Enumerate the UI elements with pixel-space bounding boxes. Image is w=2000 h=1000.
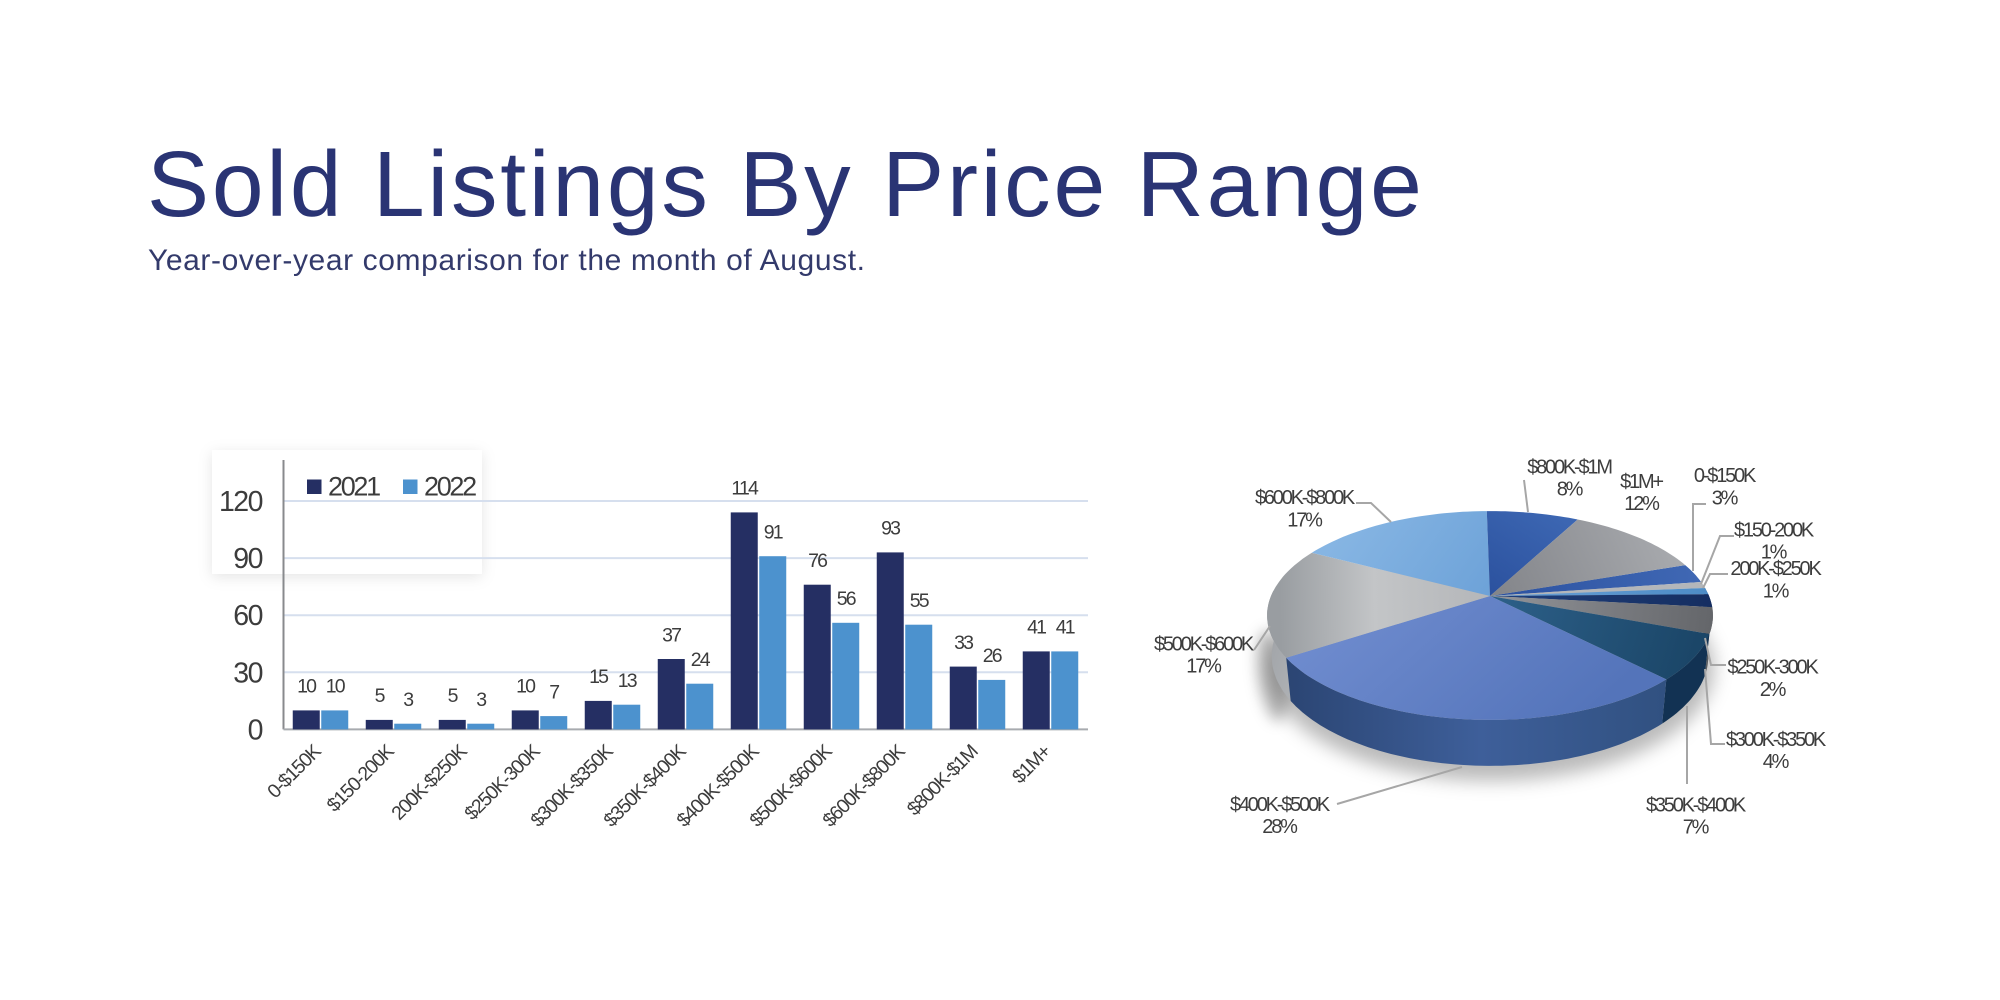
svg-text:30: 30: [233, 657, 262, 689]
svg-text:37: 37: [662, 624, 681, 646]
svg-text:10: 10: [516, 676, 536, 698]
svg-text:10: 10: [297, 676, 317, 698]
svg-text:2021: 2021: [328, 472, 380, 502]
svg-text:3: 3: [476, 689, 486, 711]
svg-text:76: 76: [808, 550, 827, 572]
svg-text:13: 13: [618, 670, 637, 692]
svg-text:$800K-$1M: $800K-$1M: [903, 741, 982, 820]
svg-text:2022: 2022: [424, 472, 476, 502]
svg-text:200K-$250K: 200K-$250K: [387, 740, 472, 825]
svg-text:91: 91: [764, 522, 783, 544]
svg-text:114: 114: [731, 478, 759, 500]
svg-text:10: 10: [326, 676, 346, 698]
svg-text:90: 90: [233, 543, 262, 575]
svg-text:60: 60: [233, 600, 262, 632]
svg-text:56: 56: [837, 588, 856, 610]
svg-text:93: 93: [881, 518, 900, 540]
svg-text:33: 33: [954, 632, 973, 654]
svg-text:41: 41: [1056, 617, 1075, 639]
svg-text:15: 15: [589, 666, 609, 688]
svg-text:$150-200K: $150-200K: [323, 740, 399, 816]
svg-text:$800K-$1M8%: $800K-$1M 8%: [1527, 457, 1612, 501]
svg-text:55: 55: [910, 590, 930, 612]
svg-text:5: 5: [375, 685, 386, 707]
svg-text:5: 5: [448, 685, 459, 707]
svg-text:$1M+12%: $1M+ 12%: [1620, 471, 1663, 515]
svg-text:0: 0: [248, 714, 263, 746]
svg-text:7: 7: [549, 681, 559, 703]
svg-text:120: 120: [219, 486, 263, 518]
svg-text:$1M+: $1M+: [1008, 740, 1056, 788]
svg-text:3: 3: [403, 689, 413, 711]
svg-text:24: 24: [691, 649, 711, 671]
svg-text:41: 41: [1027, 617, 1046, 639]
svg-text:26: 26: [983, 645, 1002, 667]
svg-text:0-$150K: 0-$150K: [263, 740, 326, 803]
